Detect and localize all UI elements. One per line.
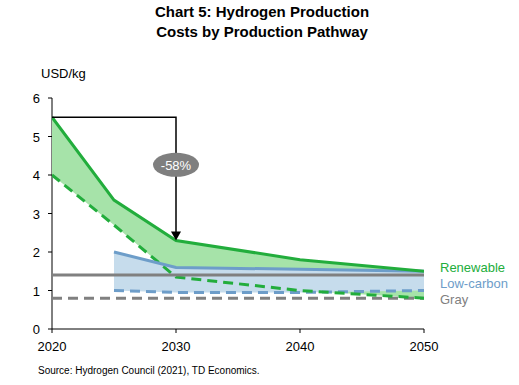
high-line bbox=[52, 117, 424, 271]
arrowhead bbox=[171, 231, 181, 240]
high-line bbox=[52, 274, 424, 277]
y-tick-label: 0 bbox=[33, 322, 40, 337]
y-tick-label: 2 bbox=[33, 245, 40, 260]
y-tick bbox=[48, 252, 52, 253]
source: Source: Hydrogen Council (2021), TD Econ… bbox=[38, 365, 260, 376]
legend: RenewableLow-carbonGray bbox=[440, 260, 508, 307]
legend-entry: Low-carbon bbox=[440, 276, 508, 291]
x-tick-label: 2040 bbox=[286, 339, 315, 354]
range-fill bbox=[114, 252, 424, 292]
y-tick bbox=[48, 175, 52, 176]
x-tick-label: 2020 bbox=[38, 339, 67, 354]
plot-area bbox=[52, 117, 424, 298]
y-tick bbox=[48, 98, 52, 99]
legend-entry: Gray bbox=[440, 292, 469, 307]
y-tick bbox=[48, 213, 52, 214]
axes: 0 1 2 3 4 5 6 2020 2030 2040 2050 bbox=[33, 91, 439, 354]
range-fill bbox=[52, 117, 424, 298]
legend-entry: Renewable bbox=[440, 260, 505, 275]
x-tick-label: 2050 bbox=[410, 339, 439, 354]
y-tick-label: 6 bbox=[33, 91, 40, 106]
x-tick-label: 2030 bbox=[162, 339, 191, 354]
y-tick bbox=[48, 290, 52, 291]
title-line: Chart 5: Hydrogen Production bbox=[155, 3, 369, 20]
y-label: USD/kg bbox=[41, 66, 86, 81]
y-tick-label: 3 bbox=[33, 207, 40, 222]
x-tick bbox=[300, 329, 301, 333]
title: Chart 5: Hydrogen Production Costs by Pro… bbox=[155, 3, 369, 40]
bracket bbox=[52, 117, 176, 233]
annotation-bubble bbox=[153, 153, 199, 177]
x-tick bbox=[176, 329, 177, 333]
low-line bbox=[114, 291, 424, 293]
y-tick-label: 1 bbox=[33, 284, 40, 299]
y-tick-label: 4 bbox=[33, 168, 40, 183]
x-tick bbox=[52, 329, 53, 333]
x-tick bbox=[424, 329, 425, 333]
annotation: -58% bbox=[52, 117, 199, 240]
y-tick bbox=[48, 329, 52, 330]
title-line: Costs by Production Pathway bbox=[156, 23, 368, 40]
x-axis bbox=[52, 329, 424, 330]
chart: Chart 5: Hydrogen Production Costs by Pro… bbox=[0, 0, 519, 385]
annotation-text: -58% bbox=[161, 158, 192, 173]
y-tick bbox=[48, 136, 52, 137]
y-tick-label: 5 bbox=[33, 130, 40, 145]
low-line bbox=[52, 297, 424, 300]
